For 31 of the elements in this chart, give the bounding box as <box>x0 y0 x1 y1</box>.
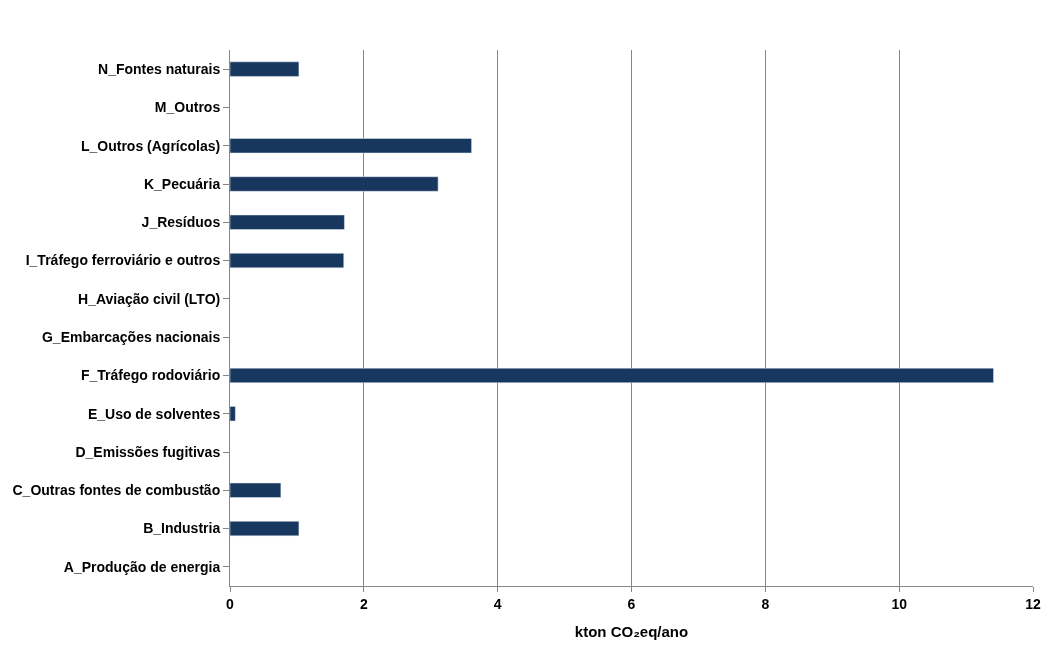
x-tick-label: 10 <box>891 595 908 612</box>
y-tick-label: M_Outros <box>154 99 221 116</box>
y-tick-label: B_Industria <box>143 520 221 537</box>
y-tick-label: N_Fontes naturais <box>98 61 221 78</box>
y-tick-label: A_Produção de energia <box>63 558 221 575</box>
y-tick-label: H_Aviação civil (LTO) <box>78 290 221 307</box>
bar <box>230 367 994 383</box>
y-tick-label: C_Outras fontes de combustão <box>12 482 221 499</box>
bar <box>230 61 300 77</box>
x-tick-label: 4 <box>493 595 502 612</box>
y-tick-label: F_Tráfego rodoviário <box>80 367 221 384</box>
y-tick-label: J_Resíduos <box>141 214 221 231</box>
bar <box>230 521 300 537</box>
y-tick-label: L_Outros (Agrícolas) <box>80 137 221 154</box>
bar <box>230 138 472 154</box>
y-tick-label: G_Embarcações nacionais <box>42 329 221 346</box>
y-tick-label: E_Uso de solventes <box>87 405 221 422</box>
x-tick-label: 6 <box>627 595 636 612</box>
bar <box>230 406 236 422</box>
bar <box>230 482 282 498</box>
x-tick-label: 0 <box>226 595 235 612</box>
x-tick-label: 8 <box>761 595 770 612</box>
x-tick-label: 12 <box>1025 595 1041 612</box>
y-tick-label: D_Emissões fugitivas <box>75 443 221 460</box>
y-tick-label: I_Tráfego ferroviário e outros <box>25 252 221 269</box>
bar <box>230 253 345 269</box>
bar <box>230 176 439 192</box>
bar <box>230 214 345 230</box>
y-tick-label: K_Pecuária <box>143 175 221 192</box>
x-axis-title: kton CO₂eq/ano <box>574 622 689 640</box>
x-tick-label: 2 <box>359 595 368 612</box>
